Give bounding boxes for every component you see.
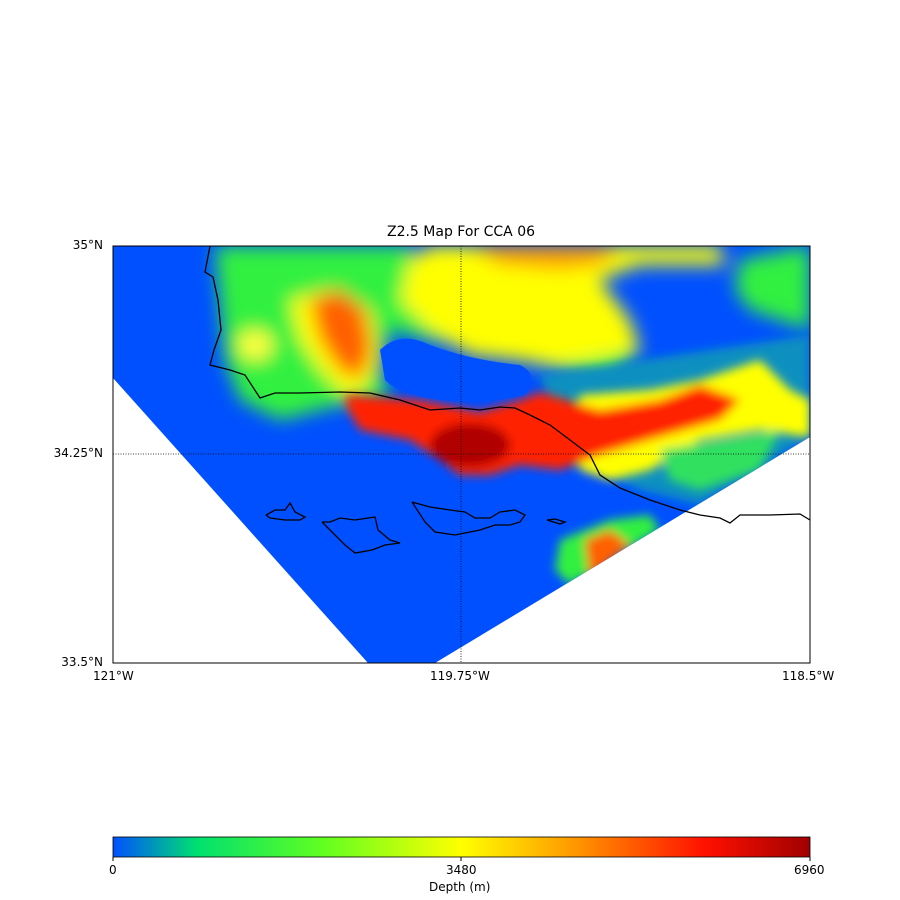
lat-label-top: 35°N (72, 238, 103, 252)
lat-label-bottom: 33.5°N (61, 655, 103, 669)
depth-field (113, 246, 810, 663)
map-frame (112, 245, 811, 664)
lon-label-right: 118.5°W (782, 669, 835, 683)
colorbar-tick-label-max: 6960 (794, 863, 825, 877)
coastline (204, 245, 811, 524)
lat-label-mid: 34.25°N (53, 446, 103, 460)
colorbar-tick-label-mid: 3480 (446, 863, 477, 877)
lon-label-mid: 119.75°W (430, 669, 490, 683)
colorbar (112, 836, 811, 858)
map-title: Z2.5 Map For CCA 06 (386, 224, 536, 240)
channel-islands (265, 501, 567, 554)
lon-label-left: 121°W (93, 669, 134, 683)
colorbar-tick-label-min: 0 (109, 863, 117, 877)
colorbar-label: Depth (m) (429, 880, 491, 894)
